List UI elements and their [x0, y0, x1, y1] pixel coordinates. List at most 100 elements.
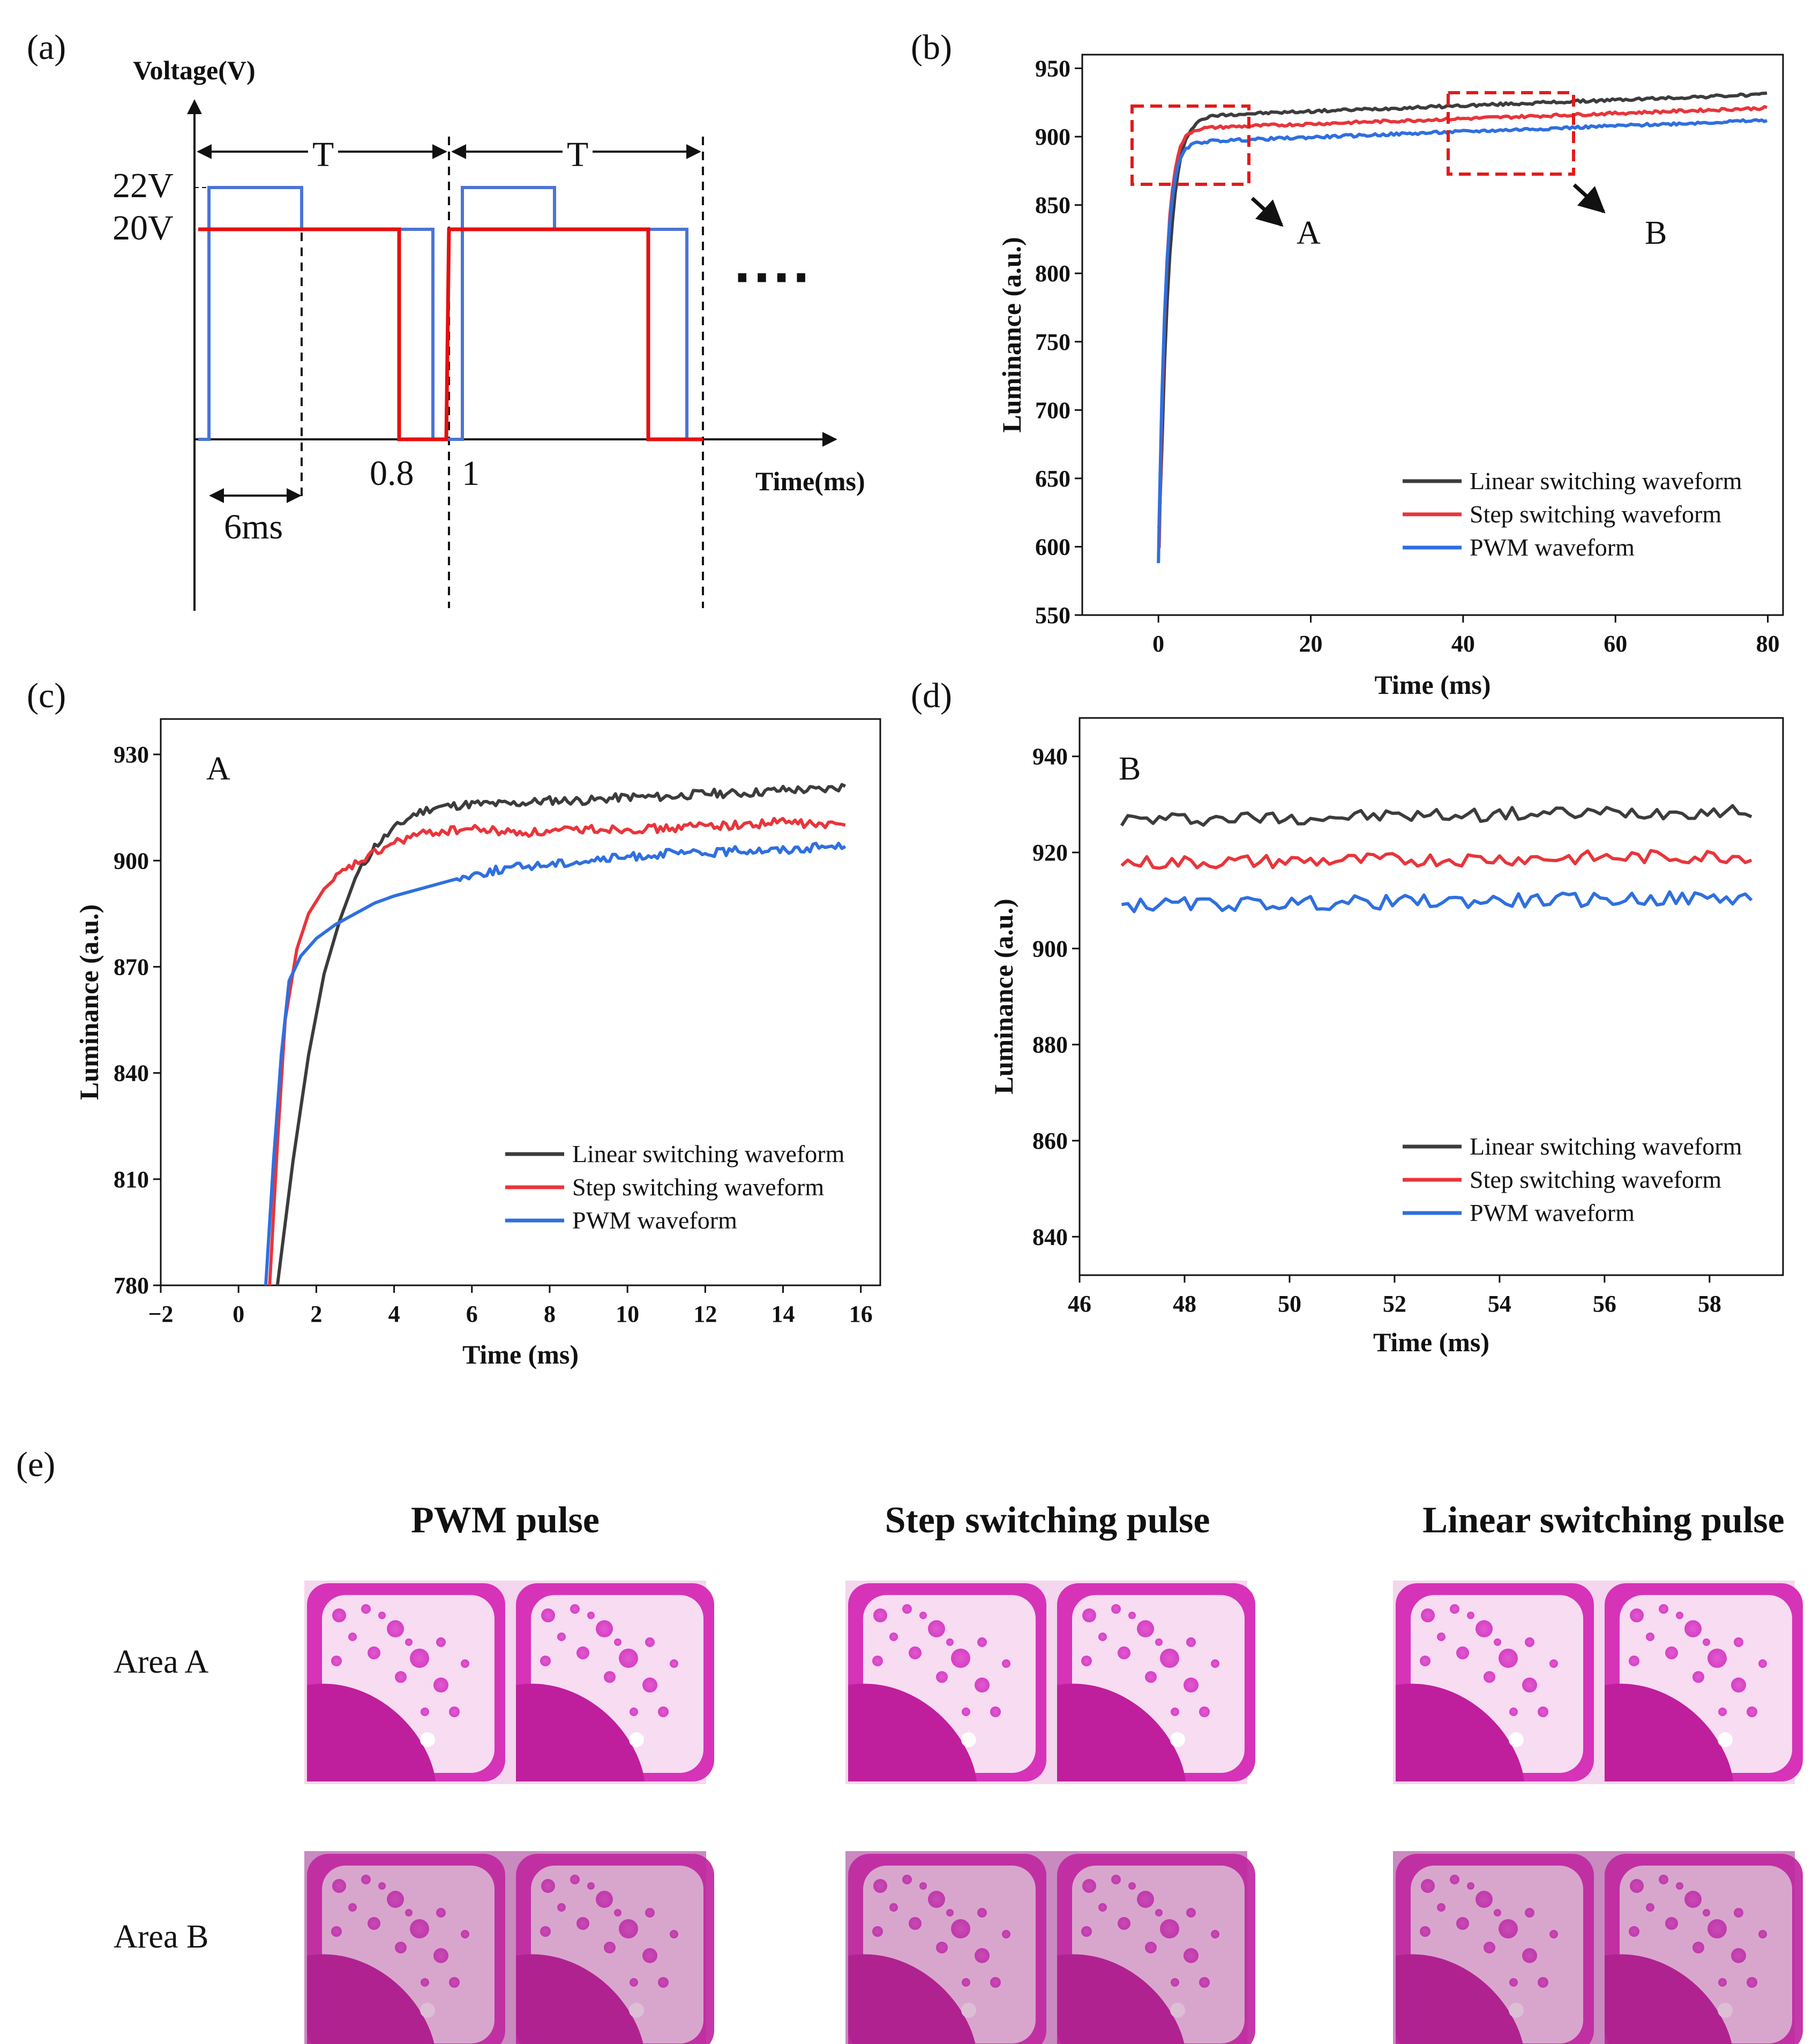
x-tick-label: 40	[1451, 631, 1475, 657]
panel-a-blue-waveform	[198, 186, 703, 441]
y-tick-label: 900	[1035, 124, 1070, 150]
y-tick-label: 950	[1035, 56, 1070, 82]
series-line-step	[1157, 105, 1767, 549]
y-tick-label: 750	[1035, 329, 1070, 355]
cell-photo	[1396, 1583, 1594, 1781]
x-tick-label: 56	[1593, 1291, 1616, 1317]
panel-a-label: (a)	[27, 28, 66, 67]
x-tick-label: −2	[148, 1301, 173, 1327]
cell-shade	[307, 1854, 505, 2044]
y-tick-label: 870	[114, 954, 149, 980]
panel-a-22v: 22V	[113, 166, 174, 205]
series-line-linear	[1120, 804, 1752, 827]
y-tick-label: 840	[114, 1060, 149, 1087]
panel-c: (c) −2 0 2 4 6 8 10 12 14 16780810840870900930Tim…	[27, 676, 881, 1369]
column-header-linear: Linear switching pulse	[1422, 1500, 1785, 1541]
cell-photo	[1605, 1583, 1803, 1781]
panel-a-tick-1: 1	[462, 454, 480, 493]
panel-a-x-title: Time(ms)	[755, 466, 865, 496]
zoom-label-b: B	[1645, 215, 1667, 251]
series-line-linear	[1157, 91, 1767, 529]
y-axis-title: Luminance (a.u.)	[74, 904, 104, 1100]
chart-b: 0 20 40 60 80 550 600 650 700 750 800 850 900 950 Time…	[997, 54, 1784, 700]
panel-a-t-bg-1	[308, 134, 338, 171]
panel-c-label: (c)	[27, 676, 66, 715]
chart-d: 46 48 50 52 54 56 58 840 860 880 900 920 940 Time (ms…	[988, 717, 1784, 1357]
series-line-linear	[275, 783, 847, 1285]
x-tick-label: 4	[388, 1301, 400, 1327]
x-axis-title: Time (ms)	[1374, 670, 1491, 700]
series-line-step	[1120, 849, 1752, 870]
panel-a-ellipsis: ····	[734, 244, 813, 310]
panel-a-y-title: Voltage(V)	[133, 55, 256, 85]
legend-label-pwm: PWM waveform	[1470, 1199, 1635, 1226]
y-tick-label: 780	[114, 1272, 149, 1299]
panel-a-t-2: T	[567, 135, 588, 174]
x-tick-label: 58	[1698, 1291, 1721, 1317]
panel-b-label: (b)	[911, 28, 952, 67]
x-tick-label: 48	[1173, 1291, 1196, 1317]
x-tick-label: 20	[1299, 631, 1323, 657]
x-tick-label: 12	[693, 1301, 717, 1327]
y-tick-label: 920	[1032, 840, 1068, 866]
panel-d-inset-label: B	[1119, 751, 1141, 787]
legend-label-linear: Linear switching waveform	[1470, 1133, 1742, 1160]
cell-shade	[1605, 1854, 1803, 2044]
panel-a-width-label: 6ms	[224, 507, 283, 546]
panel-e: (e) PWM pulse Step switching pulse Linea…	[16, 1445, 1803, 2044]
row-label-area-a: Area A	[114, 1644, 209, 1680]
cell-photo	[516, 1583, 714, 1781]
x-tick-label: 8	[544, 1301, 556, 1327]
series-line-pwm	[1157, 118, 1768, 564]
chart-d-frame	[1078, 717, 1784, 1276]
series-lines	[1157, 91, 1768, 564]
legend-label-pwm: PWM waveform	[1470, 534, 1635, 561]
cell-photo	[848, 1583, 1046, 1781]
cell-shade	[848, 1854, 1046, 2044]
y-tick-label: 900	[1032, 935, 1068, 962]
cell-shade	[1396, 1854, 1594, 2044]
chart-c-frame	[160, 718, 881, 1286]
panel-a: (a) Voltage(V) Time(ms) 22V 20V T T 0.8 …	[27, 28, 865, 611]
y-tick-label: 860	[1032, 1128, 1068, 1154]
photo-pair	[845, 1851, 1255, 2044]
panel-a-red-waveform	[198, 227, 703, 441]
panel-d: (d) 46 48 50 52 54 56 58 840 860 880 900 920 940 Time…	[911, 676, 1784, 1357]
series-lines	[264, 783, 847, 1285]
legend-label-linear: Linear switching waveform	[572, 1140, 845, 1167]
column-header-pwm: PWM pulse	[411, 1500, 600, 1541]
cell-shade	[1057, 1854, 1255, 2044]
series-line-step	[268, 817, 846, 1285]
zoom-arrow-b	[1572, 183, 1606, 214]
chart-b-frame	[1081, 54, 1784, 616]
y-axis-title: Luminance (a.u.)	[988, 899, 1018, 1094]
panel-d-label: (d)	[911, 676, 952, 715]
legend-label-step: Step switching waveform	[572, 1173, 824, 1201]
x-tick-label: 2	[310, 1301, 322, 1327]
y-tick-label: 900	[114, 848, 149, 874]
photo-pair	[1393, 1851, 1803, 2044]
y-tick-label: 930	[114, 742, 149, 768]
y-tick-label: 850	[1035, 192, 1070, 219]
y-tick-label: 650	[1035, 466, 1070, 492]
x-axis-title: Time (ms)	[462, 1339, 579, 1369]
panel-c-inset-label: A	[206, 751, 230, 787]
legend-label-step: Step switching waveform	[1470, 1166, 1721, 1193]
x-tick-label: 50	[1278, 1291, 1301, 1317]
cell-shade	[516, 1854, 714, 2044]
photo-pair	[304, 1581, 714, 1784]
y-tick-label: 600	[1035, 534, 1070, 560]
x-tick-label: 0	[1152, 631, 1164, 657]
x-tick-label: 52	[1383, 1291, 1406, 1317]
panel-a-20v: 20V	[113, 208, 174, 248]
photo-pair	[304, 1851, 714, 2044]
y-tick-label: 700	[1035, 397, 1070, 423]
y-tick-label: 550	[1035, 602, 1070, 628]
x-axis-title: Time (ms)	[1373, 1327, 1489, 1357]
y-tick-label: 810	[114, 1166, 149, 1193]
y-tick-label: 800	[1035, 260, 1070, 287]
x-tick-label: 46	[1068, 1291, 1091, 1317]
panel-b: (b) 0 20 40 60 80 550 600 650 700 750 800 850 900 950…	[911, 28, 1784, 700]
panel-e-label: (e)	[16, 1445, 55, 1484]
